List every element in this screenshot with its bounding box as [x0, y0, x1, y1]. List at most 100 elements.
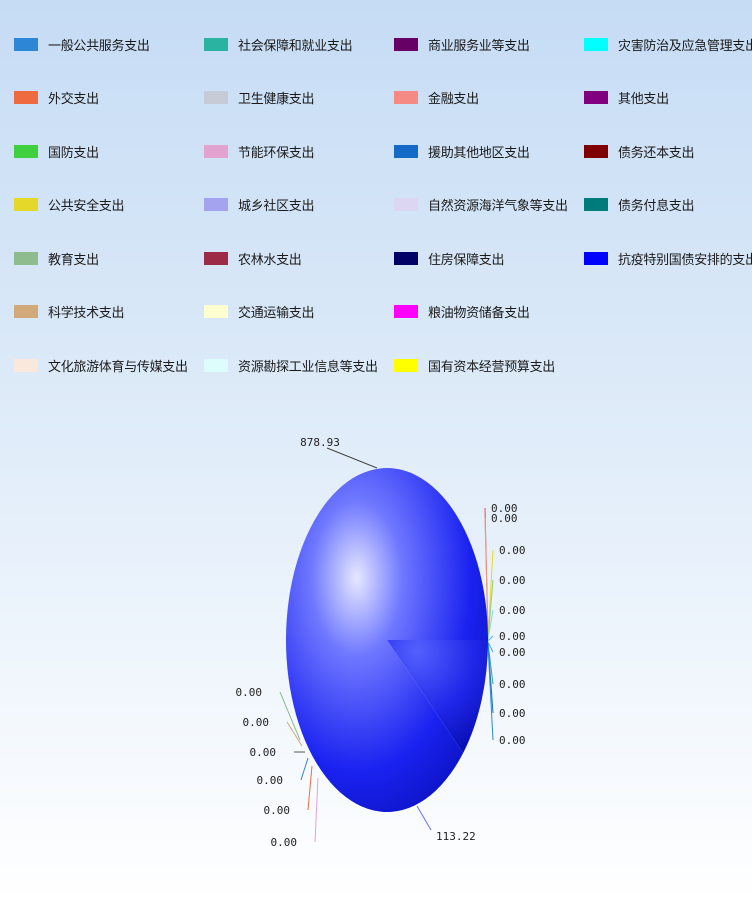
legend-item: 一般公共服务支出: [0, 22, 150, 66]
data-label: 0.00: [499, 630, 526, 643]
leader-line: [307, 765, 313, 811]
legend-item: 金融支出: [380, 76, 479, 120]
data-label: 0.00: [499, 707, 526, 720]
legend-swatch: [14, 37, 38, 51]
legend-label: 节能环保支出: [238, 145, 315, 161]
leader-line: [300, 757, 309, 781]
legend-swatch: [394, 198, 418, 211]
chart-legend: 一般公共服务支出外交支出国防支出公共安全支出 教育支出科学技术支出文化旅游体育与传…: [0, 0, 752, 400]
legend-label: 一般公共服务支出: [48, 38, 150, 54]
legend-label: 农林水支出: [238, 252, 302, 268]
slice-pandemic-special-bond: [285, 467, 488, 812]
pie-slices: [285, 467, 488, 812]
leader-line: [487, 635, 494, 642]
legend-item: 节能环保支出: [190, 129, 315, 173]
legend-swatch: [584, 144, 608, 158]
legend-item: 社会保障和就业支出: [190, 22, 353, 66]
data-label: 0.00: [491, 502, 518, 515]
data-label: 0.00: [499, 574, 526, 587]
data-label: 0.00: [250, 746, 277, 759]
leader-line: [487, 644, 494, 741]
legend-label: 社会保障和就业支出: [238, 38, 353, 54]
legend-item: 灾害防治及应急管理支出: [570, 22, 752, 66]
legend-swatch: [14, 358, 38, 372]
data-label: 0.00: [271, 836, 298, 849]
legend-label: 粮油物资储备支出: [428, 306, 530, 321]
legend-item: 城乡社区支出: [190, 183, 315, 227]
legend-label: 抗疫特别国债安排的支出: [618, 252, 752, 268]
legend-item: 农林水支出: [190, 236, 302, 280]
legend-swatch: [394, 251, 418, 265]
leader-lines: [279, 447, 494, 843]
legend-item: 援助其他地区支出: [380, 129, 530, 173]
legend-swatch: [204, 144, 228, 158]
legend-label: 援助其他地区支出: [428, 145, 530, 161]
legend-swatch: [584, 198, 608, 211]
leader-line: [279, 691, 301, 741]
leader-line-small: [416, 805, 432, 831]
data-label: 0.00: [499, 734, 526, 747]
legend-label: 城乡社区支出: [238, 199, 315, 214]
leader-line: [487, 579, 494, 640]
legend-item: 教育支出: [0, 236, 99, 280]
legend-item: 外交支出: [0, 76, 99, 120]
legend-item: 抗疫特别国债安排的支出: [570, 236, 752, 280]
legend-label: 其他支出: [618, 92, 669, 107]
leader-line: [314, 777, 319, 843]
leader-line: [484, 517, 489, 638]
data-label: 0.00: [499, 646, 526, 659]
data-label: 0.00: [499, 544, 526, 557]
legend-label: 教育支出: [48, 252, 99, 268]
legend-swatch: [394, 358, 418, 372]
leader-line: [487, 609, 494, 641]
legend-label: 科学技术支出: [48, 306, 125, 321]
legend-swatch: [204, 305, 228, 318]
legend-item: 其他支出: [570, 76, 669, 120]
legend-swatch: [584, 251, 608, 265]
legend-swatch: [14, 251, 38, 265]
legend-swatch: [14, 91, 38, 104]
legend-item: 文化旅游体育与传媒支出: [0, 343, 188, 387]
legend-item: 国有资本经营预算支出: [380, 343, 555, 387]
data-label: 0.00: [499, 678, 526, 691]
legend-label: 债务还本支出: [618, 145, 695, 161]
legend-item: 国防支出: [0, 129, 99, 173]
legend-swatch: [394, 144, 418, 158]
legend-item: 债务还本支出: [570, 129, 695, 173]
leader-line: [487, 641, 494, 653]
legend-label: 资源勘探工业信息等支出: [238, 359, 378, 375]
legend-label: 住房保障支出: [428, 252, 505, 268]
pie-chart: 0.000.000.000.000.000.000.000.000.000.00…: [236, 436, 526, 849]
legend-label: 国防支出: [48, 145, 99, 161]
data-label: 0.00: [491, 512, 518, 525]
legend-swatch: [204, 251, 228, 265]
legend-label: 自然资源海洋气象等支出: [428, 199, 568, 214]
legend-swatch: [584, 37, 608, 51]
legend-label: 国有资本经营预算支出: [428, 359, 556, 375]
legend-item: 资源勘探工业信息等支出: [190, 343, 378, 387]
legend-swatch: [204, 198, 228, 211]
data-label: 0.00: [236, 686, 263, 699]
legend-item: 自然资源海洋气象等支出: [380, 183, 568, 227]
legend-label: 文化旅游体育与传媒支出: [48, 359, 188, 375]
legend-label: 卫生健康支出: [238, 92, 315, 107]
legend-swatch: [14, 198, 38, 211]
legend-swatch: [204, 91, 228, 104]
legend-item: 债务付息支出: [570, 183, 695, 227]
legend-item: 商业服务业等支出: [380, 22, 530, 66]
legend-swatch: [14, 305, 38, 318]
leader-line-large: [326, 447, 378, 469]
legend-item: 粮油物资储备支出: [380, 290, 530, 334]
legend-item: 住房保障支出: [380, 236, 505, 280]
legend-item: 公共安全支出: [0, 183, 125, 227]
legend-label: 交通运输支出: [238, 306, 315, 321]
legend-swatch: [394, 37, 418, 51]
data-label: 0.00: [264, 804, 291, 817]
legend-label: 公共安全支出: [48, 199, 125, 214]
legend-swatch: [204, 37, 228, 51]
data-label: 0.00: [243, 716, 270, 729]
legend-item: 卫生健康支出: [190, 76, 315, 120]
slice-debt-interest: [387, 640, 488, 754]
legend-item: 科学技术支出: [0, 290, 125, 334]
data-label: 878.93: [300, 436, 340, 449]
